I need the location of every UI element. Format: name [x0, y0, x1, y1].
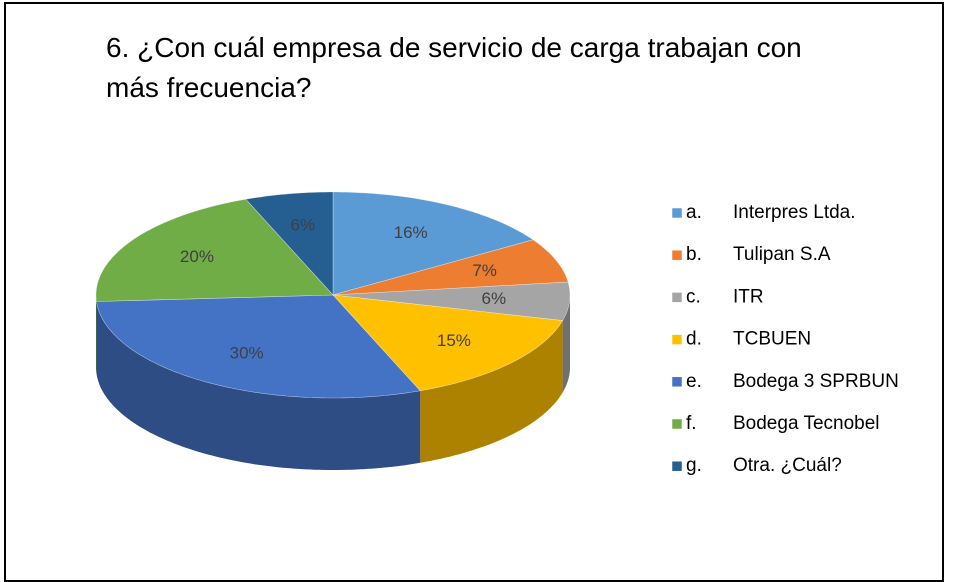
legend-label: d. TCBUEN [686, 329, 811, 350]
pie-slice [332, 239, 569, 296]
legend-name: Bodega 3 SPRBUN [733, 371, 899, 392]
pie-slice [332, 294, 564, 392]
pie-side [420, 320, 563, 463]
legend-name: Tulipan S.A [733, 244, 831, 265]
pie-side [562, 295, 570, 393]
legend-label: f. Bodega Tecnobel [686, 413, 880, 434]
legend-marker [671, 376, 683, 388]
pie-slice [332, 191, 534, 296]
pie-slice [96, 294, 421, 399]
legend-letter: a. [686, 202, 702, 223]
legend-marker [671, 334, 683, 345]
data-label: 16% [394, 223, 428, 242]
legend-letter: d. [686, 329, 702, 350]
legend-label: g. Otra. ¿Cuál? [686, 455, 842, 476]
data-label: 30% [230, 344, 264, 363]
legend-marker [671, 207, 683, 219]
legend-letter: g. [686, 455, 702, 476]
data-label: 15% [437, 331, 471, 350]
legend-letter: c. [686, 286, 701, 307]
legend-name: Interpres Ltda. [733, 202, 856, 223]
legend-name: Otra. ¿Cuál? [733, 455, 842, 476]
pie-slice [332, 281, 571, 321]
data-label: 6% [291, 216, 316, 235]
legend-name: Bodega Tecnobel [733, 413, 880, 434]
data-label: 20% [180, 247, 214, 266]
legend-marker [671, 292, 683, 303]
legend-label: c. ITR [686, 286, 764, 307]
legend-label: b. Tulipan S.A [686, 244, 831, 265]
legend-name: TCBUEN [733, 329, 811, 350]
legend-label: a. Interpres Ltda. [686, 202, 856, 223]
legend-letter: f. [686, 413, 697, 434]
legend-marker [671, 249, 683, 261]
legend-letter: b. [686, 244, 702, 265]
pie-side-shade [96, 295, 97, 374]
legend-marker [671, 418, 683, 430]
data-label: 6% [482, 289, 507, 308]
pie-side-shade [420, 320, 563, 463]
legend-marker [671, 460, 683, 472]
pie-side [96, 301, 421, 470]
pie-slice [245, 191, 334, 296]
legend-name: ITR [733, 286, 764, 307]
legend-label: e. Bodega 3 SPRBUN [686, 371, 899, 392]
pie-slice [95, 198, 334, 302]
pie-side-shade [96, 301, 421, 470]
legend-letter: e. [686, 371, 702, 392]
pie-side-shade [562, 295, 570, 393]
pie-side [96, 295, 97, 374]
chart-title: 6. ¿Con cuál empresa de servicio de carg… [106, 32, 802, 103]
data-label: 7% [472, 261, 497, 280]
